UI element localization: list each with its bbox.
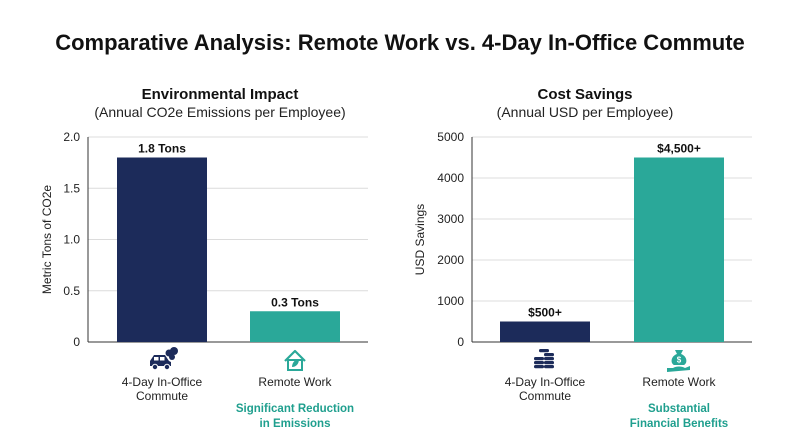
- cost-category-label: Commute: [519, 389, 571, 403]
- env-y-axis-label: Metric Tons of CO2e: [40, 185, 54, 294]
- car-emissions-icon: [150, 347, 178, 371]
- env-chart: 0 0.5 1.0 1.5 2.0 Metric Tons of CO2e 1.8 Tons…: [40, 130, 368, 403]
- cost-category-label: 4-Day In-Office: [505, 375, 586, 389]
- env-data-label: 0.3 Tons: [271, 295, 319, 309]
- cost-ytick-label: 2000: [437, 253, 464, 267]
- env-ytick-label: 0: [73, 335, 80, 349]
- env-ytick-label: 1.5: [63, 181, 80, 195]
- car-window: [160, 357, 165, 361]
- coin: [534, 365, 544, 369]
- env-ytick-label: 2.0: [63, 130, 80, 144]
- env-category-label: Remote Work: [258, 375, 332, 389]
- cost-bar: [634, 157, 724, 342]
- cost-chart-subtitle: (Annual USD per Employee): [496, 104, 674, 120]
- cost-chart-title: Cost Savings: [537, 86, 633, 103]
- coin: [544, 365, 554, 369]
- cost-y-axis-label: USD Savings: [413, 204, 427, 275]
- car-window: [154, 357, 159, 361]
- coin: [544, 357, 554, 361]
- coin: [544, 353, 554, 357]
- cost-ytick-label: 5000: [437, 130, 464, 144]
- coin-stack-icon: [534, 349, 554, 369]
- house-wall: [287, 359, 303, 371]
- env-note-text: Significant Reduction in Emissions: [235, 403, 355, 430]
- main-title: Comparative Analysis: Remote Work vs. 4-…: [55, 30, 745, 55]
- env-category-label: 4-Day In-Office: [122, 375, 203, 389]
- cost-ytick-label: 3000: [437, 212, 464, 226]
- cost-bar: [500, 321, 590, 342]
- env-ytick-label: 1.0: [63, 233, 80, 247]
- eco-house-icon: [284, 349, 306, 371]
- house-roof: [284, 349, 306, 362]
- hand: [667, 366, 690, 372]
- car-wheel: [163, 363, 171, 371]
- smoke-puff: [169, 354, 175, 360]
- coin: [544, 361, 554, 365]
- cost-ytick-label: 1000: [437, 294, 464, 308]
- env-chart-subtitle: (Annual CO2e Emissions per Employee): [94, 104, 346, 120]
- smoke-puff: [170, 347, 178, 355]
- cost-note: Substantial Financial Benefits: [599, 402, 759, 432]
- coin: [534, 357, 544, 361]
- cost-category-label: Remote Work: [642, 375, 716, 389]
- leaf: [292, 359, 299, 367]
- coin: [539, 349, 549, 353]
- env-ytick-label: 0.5: [63, 284, 80, 298]
- dollar-sign: $: [677, 356, 682, 365]
- env-category-label: Commute: [136, 389, 188, 403]
- cost-chart: 0 1000 2000 3000 4000 5000 USD Savings $500+ 4-D…: [413, 130, 752, 403]
- env-bar: [117, 157, 207, 342]
- cost-ytick-label: 0: [457, 335, 464, 349]
- cost-data-label: $500+: [528, 306, 562, 320]
- cost-note-text: Substantial Financial Benefits: [629, 403, 729, 430]
- env-chart-title: Environmental Impact: [141, 86, 299, 103]
- car-wheel: [151, 363, 159, 371]
- cost-ytick-label: 4000: [437, 171, 464, 185]
- money-bag-hand-icon: $: [667, 350, 690, 372]
- money-bag: [671, 350, 687, 365]
- env-bar: [250, 311, 340, 342]
- coin: [534, 361, 544, 365]
- env-data-label: 1.8 Tons: [138, 142, 186, 156]
- cost-data-label: $4,500+: [657, 142, 701, 156]
- env-note: Significant Reduction in Emissions: [215, 402, 375, 432]
